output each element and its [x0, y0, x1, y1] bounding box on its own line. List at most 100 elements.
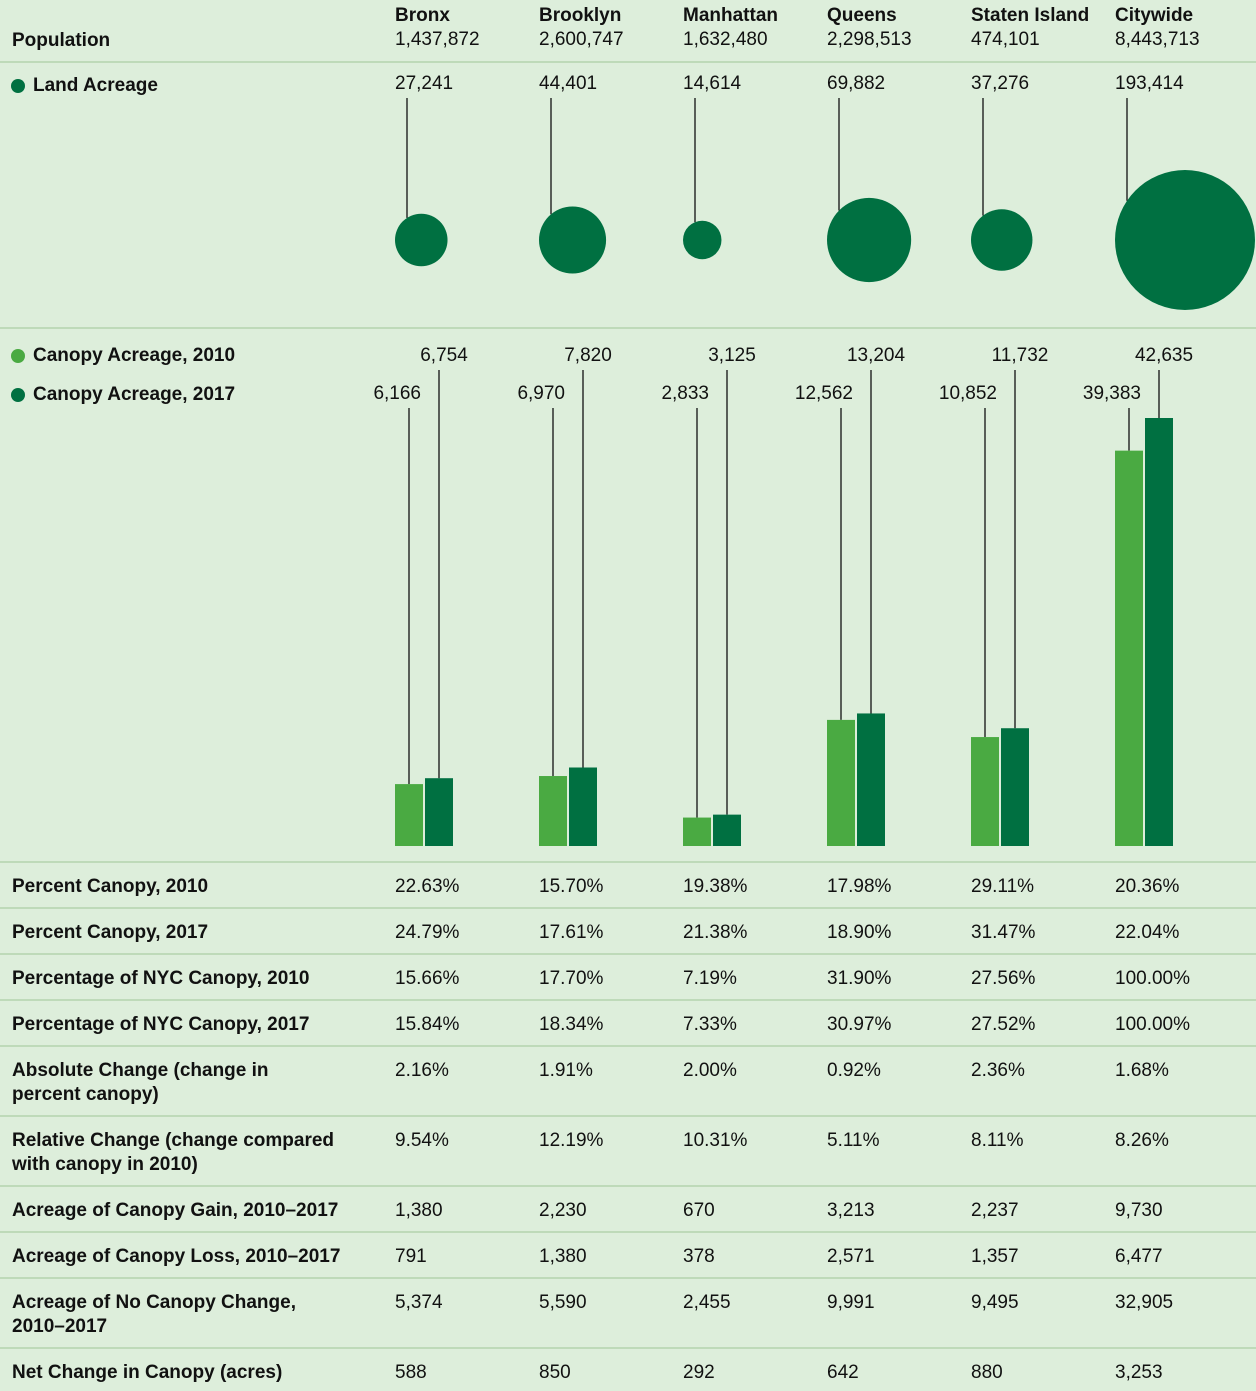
cell-value: 2.16%	[395, 1060, 449, 1081]
cell-value: 1,380	[539, 1246, 587, 1267]
bar	[827, 719, 855, 846]
value-label: 69,882	[827, 73, 885, 94]
cell-value: 5.11%	[827, 1130, 880, 1151]
row-label-line: Percent Canopy, 2017	[12, 922, 208, 943]
value-label: 6,166	[373, 383, 421, 404]
cell-value: 791	[395, 1246, 427, 1267]
cell-value: 10.31%	[683, 1130, 748, 1151]
value-label: 44,401	[539, 73, 597, 94]
cell-value: 31.47%	[971, 922, 1036, 943]
cell-value: 17.98%	[827, 876, 892, 897]
cell-value: 31.90%	[827, 968, 892, 989]
cell-value: 2,237	[971, 1200, 1019, 1221]
population-value: 2,600,747	[539, 29, 624, 50]
cell-value: 29.11%	[971, 876, 1034, 897]
value-label: 37,276	[971, 73, 1029, 94]
cell-value: 24.79%	[395, 922, 460, 943]
row-label: Percent Canopy, 2010	[12, 876, 208, 897]
value-label: 193,414	[1115, 73, 1184, 94]
bar	[683, 817, 711, 846]
cell-value: 32,905	[1115, 1292, 1173, 1313]
cell-value: 9.54%	[395, 1130, 449, 1151]
cell-value: 588	[395, 1362, 427, 1383]
cell-value: 18.90%	[827, 922, 892, 943]
cell-value: 1,357	[971, 1246, 1019, 1267]
row-label-line: Relative Change (change compared	[12, 1130, 334, 1151]
cell-value: 15.70%	[539, 876, 604, 897]
cell-value: 2.36%	[971, 1060, 1025, 1081]
bar	[971, 737, 999, 846]
population-value: 1,437,872	[395, 29, 480, 50]
value-label: 10,852	[939, 383, 997, 404]
value-label: 6,754	[420, 345, 468, 366]
row-label-line: Net Change in Canopy (acres)	[12, 1362, 282, 1383]
cell-value: 3,213	[827, 1200, 875, 1221]
bar	[569, 767, 597, 846]
row-label: Absolute Change (change in percent canopy…	[12, 1060, 269, 1105]
bar	[857, 713, 885, 846]
cell-value: 7.19%	[683, 968, 737, 989]
cell-value: 20.36%	[1115, 876, 1180, 897]
cell-value: 2,230	[539, 1200, 587, 1221]
cell-value: 27.56%	[971, 968, 1036, 989]
value-label: 27,241	[395, 73, 453, 94]
row-label: Percentage of NYC Canopy, 2017	[12, 1014, 309, 1035]
bar	[539, 776, 567, 846]
cell-value: 1.91%	[539, 1060, 593, 1081]
legend-label: Canopy Acreage, 2017	[33, 384, 235, 405]
cell-value: 17.61%	[539, 922, 604, 943]
row-label: Acreage of Canopy Gain, 2010–2017	[12, 1200, 338, 1221]
legend-label: Canopy Acreage, 2010	[33, 345, 235, 366]
cell-value: 19.38%	[683, 876, 748, 897]
value-label: 13,204	[847, 345, 906, 366]
bubble	[971, 209, 1033, 271]
cell-value: 15.66%	[395, 968, 460, 989]
population-value: 474,101	[971, 29, 1040, 50]
legend-dot	[11, 79, 25, 93]
row-label-line: Percentage of NYC Canopy, 2010	[12, 968, 309, 989]
bar	[1145, 418, 1173, 846]
cell-value: 642	[827, 1362, 859, 1383]
cell-value: 5,374	[395, 1292, 443, 1313]
column-header: Bronx	[395, 5, 450, 26]
column-header: Citywide	[1115, 5, 1193, 26]
value-label: 12,562	[795, 383, 853, 404]
cell-value: 2,571	[827, 1246, 875, 1267]
cell-value: 100.00%	[1115, 968, 1190, 989]
bubble	[1115, 170, 1255, 310]
cell-value: 30.97%	[827, 1014, 892, 1035]
value-label: 3,125	[708, 345, 756, 366]
bar	[713, 814, 741, 846]
legend-dot	[11, 388, 25, 402]
row-label: Percentage of NYC Canopy, 2010	[12, 968, 309, 989]
cell-value: 2.00%	[683, 1060, 737, 1081]
cell-value: 3,253	[1115, 1362, 1163, 1383]
cell-value: 2,455	[683, 1292, 731, 1313]
column-header: Manhattan	[683, 5, 778, 26]
row-label: Percent Canopy, 2017	[12, 922, 208, 943]
cell-value: 0.92%	[827, 1060, 881, 1081]
row-label-line: Percent Canopy, 2010	[12, 876, 208, 897]
value-label: 14,614	[683, 73, 742, 94]
cell-value: 6,477	[1115, 1246, 1163, 1267]
row-label-line: with canopy in 2010)	[11, 1154, 198, 1175]
bar	[395, 784, 423, 846]
cell-value: 378	[683, 1246, 715, 1267]
cell-value: 12.19%	[539, 1130, 604, 1151]
cell-value: 880	[971, 1362, 1003, 1383]
cell-value: 100.00%	[1115, 1014, 1190, 1035]
value-label: 42,635	[1135, 345, 1193, 366]
cell-value: 9,730	[1115, 1200, 1163, 1221]
cell-value: 17.70%	[539, 968, 604, 989]
cell-value: 22.63%	[395, 876, 460, 897]
population-value: 8,443,713	[1115, 29, 1200, 50]
row-label: Net Change in Canopy (acres)	[12, 1362, 282, 1383]
row-label: Acreage of No Canopy Change, 2010–2017	[12, 1292, 296, 1337]
cell-value: 27.52%	[971, 1014, 1036, 1035]
cell-value: 8.11%	[971, 1130, 1024, 1151]
legend-dot	[11, 349, 25, 363]
bubble	[683, 220, 722, 260]
value-label: 6,970	[517, 383, 565, 404]
cell-value: 1.68%	[1115, 1060, 1169, 1081]
